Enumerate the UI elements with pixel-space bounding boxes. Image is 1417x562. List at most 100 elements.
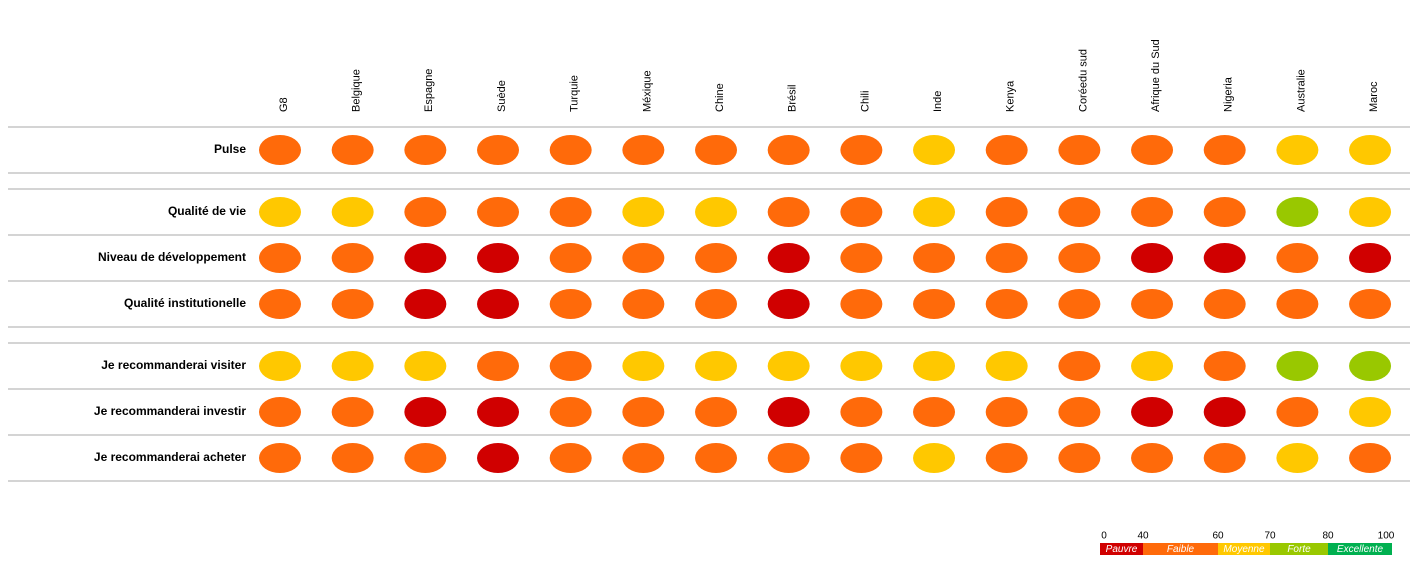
legend-label: Forte xyxy=(1287,544,1311,555)
rating-dot xyxy=(695,397,738,427)
rating-dot xyxy=(767,443,810,473)
rating-dot xyxy=(477,351,520,381)
legend-tick: 60 xyxy=(1212,531,1224,542)
rating-dot xyxy=(331,289,374,319)
rating-dot xyxy=(622,135,665,165)
row-label: Qualité institutionelle xyxy=(124,296,246,310)
rating-dot xyxy=(767,289,810,319)
rating-dot xyxy=(1349,351,1392,381)
column-header: Inde xyxy=(932,91,944,112)
rating-dot xyxy=(1276,351,1319,381)
rating-dot xyxy=(1131,243,1174,273)
column-header: Suède xyxy=(496,80,508,112)
column-header: Australie xyxy=(1295,69,1307,112)
row-label: Pulse xyxy=(214,142,246,156)
rating-dot xyxy=(985,351,1028,381)
rating-dot xyxy=(985,197,1028,227)
rating-dot xyxy=(1131,135,1174,165)
rating-dot xyxy=(985,443,1028,473)
rating-dot xyxy=(1203,443,1246,473)
rating-dot xyxy=(259,135,301,165)
column-header: Chili xyxy=(859,91,871,112)
rating-dot xyxy=(1276,443,1319,473)
rating-dot xyxy=(985,135,1028,165)
column-header: Afrique du Sud xyxy=(1150,39,1162,112)
rating-dot xyxy=(767,397,810,427)
legend-swatch xyxy=(1218,543,1270,555)
legend-swatch xyxy=(1270,543,1328,555)
rating-dot xyxy=(1131,397,1174,427)
rating-dot xyxy=(549,135,592,165)
rating-dot xyxy=(695,351,738,381)
rating-dot xyxy=(259,443,301,473)
rating-dot xyxy=(1276,397,1319,427)
column-header: Espagne xyxy=(423,69,435,112)
row-label: Je recommanderai acheter xyxy=(94,450,246,464)
rating-dot xyxy=(622,397,665,427)
rating-dot xyxy=(404,243,447,273)
rating-dot xyxy=(767,351,810,381)
rating-dot xyxy=(1349,243,1392,273)
rating-dot xyxy=(913,351,956,381)
rating-dot xyxy=(913,197,956,227)
column-header: Belgique xyxy=(351,69,363,112)
rating-dot xyxy=(549,397,592,427)
legend-tick: 80 xyxy=(1322,531,1334,542)
rating-dot xyxy=(622,197,665,227)
rating-dot xyxy=(913,243,956,273)
rating-dot xyxy=(477,443,520,473)
rating-dot xyxy=(477,397,520,427)
rating-dot xyxy=(985,397,1028,427)
rating-dot xyxy=(767,243,810,273)
row-label: Niveau de développement xyxy=(98,250,246,264)
rating-dot xyxy=(695,443,738,473)
rating-dot xyxy=(985,243,1028,273)
legend-label: Moyenne xyxy=(1223,544,1265,555)
rating-dot xyxy=(840,351,883,381)
rating-dot xyxy=(1203,351,1246,381)
rating-dot xyxy=(695,289,738,319)
legend-label: Faible xyxy=(1167,544,1195,555)
rating-dot xyxy=(477,135,520,165)
rating-dot xyxy=(1349,289,1392,319)
rating-dot xyxy=(622,351,665,381)
rating-dot xyxy=(259,243,301,273)
rating-dot xyxy=(477,197,520,227)
column-header: Méxique xyxy=(641,70,653,112)
rating-dot xyxy=(695,243,738,273)
rating-dot xyxy=(913,443,956,473)
rating-dot xyxy=(404,289,447,319)
rating-dot xyxy=(549,289,592,319)
rating-dot xyxy=(404,443,447,473)
rating-dot xyxy=(622,243,665,273)
rating-dot xyxy=(331,135,374,165)
rating-dot xyxy=(259,197,301,227)
rating-dot xyxy=(1058,243,1101,273)
legend-tick: 70 xyxy=(1264,531,1276,542)
rating-dot xyxy=(1276,289,1319,319)
rating-dot xyxy=(913,289,956,319)
rating-dot xyxy=(695,135,738,165)
rating-dot xyxy=(840,397,883,427)
rating-dot xyxy=(259,289,301,319)
column-header: G8 xyxy=(278,97,290,112)
rating-dot xyxy=(1349,197,1392,227)
column-header: Brésil xyxy=(787,84,799,112)
rating-dot xyxy=(1058,197,1101,227)
rating-dot xyxy=(1131,351,1174,381)
rating-dot xyxy=(913,397,956,427)
rating-dot xyxy=(1203,397,1246,427)
column-header: Maroc xyxy=(1368,81,1380,112)
rating-dot xyxy=(331,397,374,427)
rating-dot xyxy=(840,443,883,473)
column-header: Chine xyxy=(714,83,726,112)
rating-dot xyxy=(1058,443,1101,473)
rating-dot xyxy=(404,351,447,381)
rating-dot xyxy=(1131,197,1174,227)
row-label: Je recommanderai investir xyxy=(94,404,246,418)
rating-dot xyxy=(840,243,883,273)
rating-dot xyxy=(1276,243,1319,273)
rating-dot xyxy=(1276,197,1319,227)
rating-dot xyxy=(622,289,665,319)
